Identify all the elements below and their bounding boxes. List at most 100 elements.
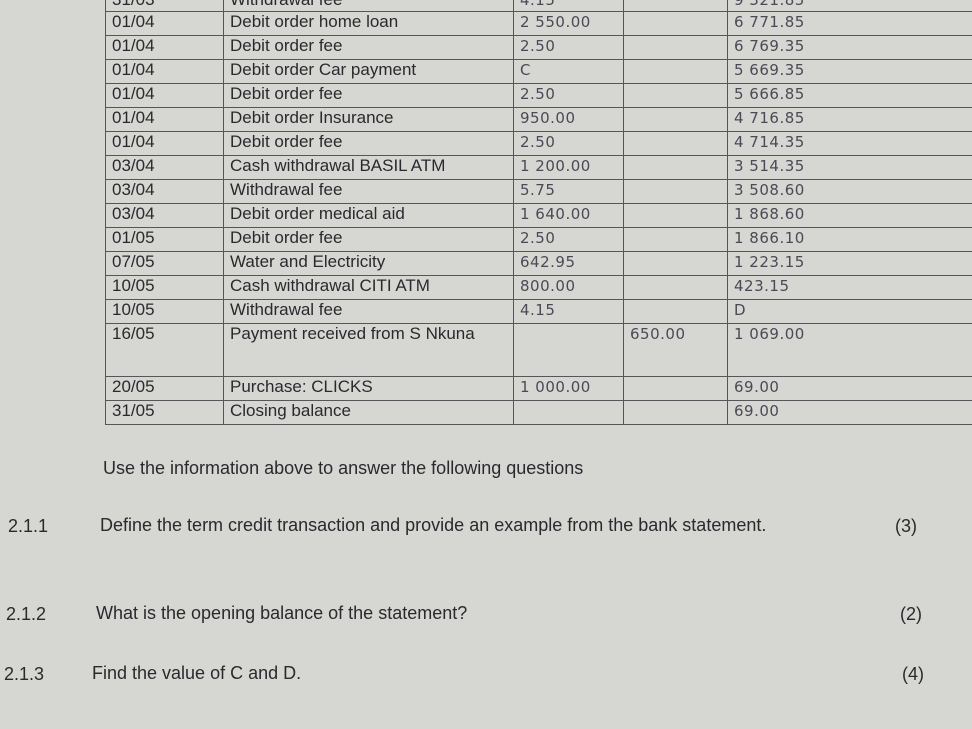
statement-row: 20/05 Purchase: CLICKS 1 000.00 69.00 [105,376,972,401]
credit-cell [623,155,728,180]
credit-cell [623,275,728,300]
balance-cell: 4 714.35 [727,131,972,156]
question-number: 2.1.1 [8,516,49,536]
balance-cell: 1 866.10 [727,227,972,252]
credit-cell [623,251,728,276]
date-cell: 31/03 [105,0,224,12]
statement-row: 03/04 Withdrawal fee 5.75 3 508.60 [105,179,972,204]
statement-row: 01/04 Debit order fee 2.50 6 769.35 [105,35,972,60]
statement-row: 01/05 Debit order fee 2.50 1 866.10 [105,227,972,252]
debit-cell: 1 640.00 [513,203,624,228]
date-cell: 01/05 [105,227,224,252]
description-cell: Closing balance [223,400,514,425]
debit-cell: 800.00 [513,275,624,300]
balance-cell: 1 223.15 [727,251,972,276]
debit-cell: 2.50 [513,227,624,252]
balance-cell: 69.00 [727,376,972,401]
description-cell: Purchase: CLICKS [223,376,514,401]
debit-cell: 4.15 [513,0,624,12]
date-cell: 10/05 [105,299,224,324]
description-cell: Cash withdrawal BASIL ATM [223,155,514,180]
debit-cell: 2 550.00 [513,11,624,36]
statement-row: 10/05 Withdrawal fee 4.15 D [105,299,972,324]
debit-cell: 2.50 [513,131,624,156]
credit-cell [623,59,728,84]
credit-cell [623,131,728,156]
date-cell: 31/05 [105,400,224,425]
balance-cell: 3 514.35 [727,155,972,180]
description-cell: Water and Electricity [223,251,514,276]
date-cell: 01/04 [105,35,224,60]
date-cell: 20/05 [105,376,224,401]
statement-row: 03/04 Debit order medical aid 1 640.00 1 86… [105,203,972,228]
statement-row: 16/05 Payment received from S Nkuna 650.00… [105,323,972,377]
balance-cell: 69.00 [727,400,972,425]
date-cell: 03/04 [105,203,224,228]
debit-cell: 1 200.00 [513,155,624,180]
date-cell: 01/04 [105,107,224,132]
question-marks: (4) [902,664,924,684]
date-cell: 01/04 [105,59,224,84]
debit-cell: 2.50 [513,83,624,108]
description-cell: Debit order home loan [223,11,514,36]
description-cell: Debit order medical aid [223,203,514,228]
statement-row: 01/04 Debit order Insurance 950.00 4 716.85 [105,107,972,132]
date-cell: 01/04 [105,11,224,36]
description-cell: Withdrawal fee [223,179,514,204]
description-cell: Debit order fee [223,35,514,60]
balance-cell: 3 508.60 [727,179,972,204]
question-text: What is the opening balance of the state… [96,603,468,623]
balance-cell: 423.15 [727,275,972,300]
statement-row: 07/05 Water and Electricity 642.95 1 223.15 [105,251,972,276]
question-number: 2.1.2 [6,604,47,624]
instruction: Use the information above to answer the … [103,458,584,478]
description-cell: Debit order fee [223,83,514,108]
question-text: Find the value of C and D. [92,663,302,683]
credit-cell: 650.00 [623,323,728,377]
credit-cell [623,203,728,228]
statement-row: 10/05 Cash withdrawal CITI ATM 800.00 423.1… [105,275,972,300]
date-cell: 16/05 [105,323,224,377]
question-marks: (2) [900,604,922,624]
balance-cell: 1 868.60 [727,203,972,228]
statement-row: 03/04 Cash withdrawal BASIL ATM 1 200.00 3 … [105,155,972,180]
debit-cell: 2.50 [513,35,624,60]
debit-cell: 5.75 [513,179,624,204]
date-cell: 03/04 [105,179,224,204]
date-cell: 01/04 [105,131,224,156]
description-cell: Debit order Car payment [223,59,514,84]
statement-row: 01/04 Debit order Car payment C 5 669.35 [105,59,972,84]
debit-cell: 642.95 [513,251,624,276]
debit-cell [513,323,624,377]
debit-cell [513,400,624,425]
description-cell: Withdrawal fee [223,299,514,324]
date-cell: 01/04 [105,83,224,108]
balance-cell: D [727,299,972,324]
balance-cell: 6 769.35 [727,35,972,60]
description-cell: Debit order fee [223,131,514,156]
date-cell: 10/05 [105,275,224,300]
question-number: 2.1.3 [4,664,45,684]
credit-cell [623,0,728,12]
description-cell: Debit order fee [223,227,514,252]
balance-cell: 4 716.85 [727,107,972,132]
description-cell: Withdrawal fee [223,0,514,12]
question-text: Define the term credit transaction and p… [100,515,767,535]
question-marks: (3) [895,516,917,536]
credit-cell [623,35,728,60]
credit-cell [623,376,728,401]
credit-cell [623,11,728,36]
balance-cell: 1 069.00 [727,323,972,377]
balance-cell: 9 321.85 [727,0,972,12]
date-cell: 03/04 [105,155,224,180]
description-cell: Debit order Insurance [223,107,514,132]
statement-row: 01/04 Debit order fee 2.50 4 714.35 [105,131,972,156]
description-cell: Cash withdrawal CITI ATM [223,275,514,300]
balance-cell: 5 669.35 [727,59,972,84]
date-cell: 07/05 [105,251,224,276]
credit-cell [623,107,728,132]
credit-cell [623,299,728,324]
